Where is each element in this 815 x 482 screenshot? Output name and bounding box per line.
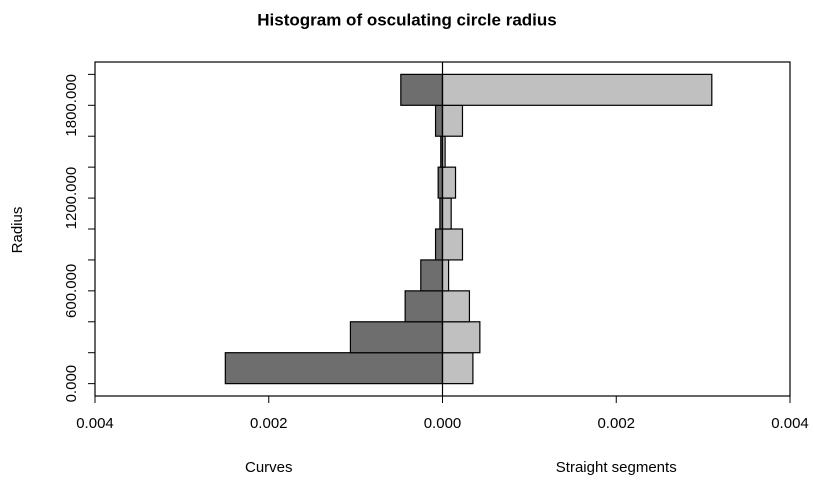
bar (441, 197, 452, 230)
bar (441, 352, 474, 385)
x-tick-label: 0.004 (76, 415, 114, 432)
bar (349, 321, 444, 354)
bar (441, 290, 471, 323)
bar (441, 166, 457, 199)
legend-label: Curves (245, 459, 293, 476)
y-tick-label: 600.000 (63, 264, 80, 318)
y-axis-label: Radius (9, 207, 26, 254)
bar (420, 259, 444, 292)
bar (224, 352, 444, 385)
bar (434, 104, 444, 137)
bar (434, 228, 444, 261)
chart-title: Histogram of osculating circle radius (257, 10, 556, 29)
x-tick-label: 0.002 (250, 415, 288, 432)
bar (441, 104, 464, 137)
y-tick-label: 1800.000 (63, 74, 80, 137)
legend-label: Straight segments (556, 459, 677, 476)
bar (441, 321, 481, 354)
bar (404, 290, 444, 323)
x-tick-label: 0.000 (424, 415, 462, 432)
y-tick-label: 0.000 (63, 365, 80, 403)
bar (441, 228, 464, 261)
x-tick-label: 0.002 (597, 415, 635, 432)
x-tick-label: 0.004 (771, 415, 809, 432)
bar (400, 73, 444, 106)
bar (441, 73, 713, 106)
bar (441, 259, 450, 292)
bar (437, 166, 444, 199)
y-tick-label: 1200.000 (63, 167, 80, 230)
